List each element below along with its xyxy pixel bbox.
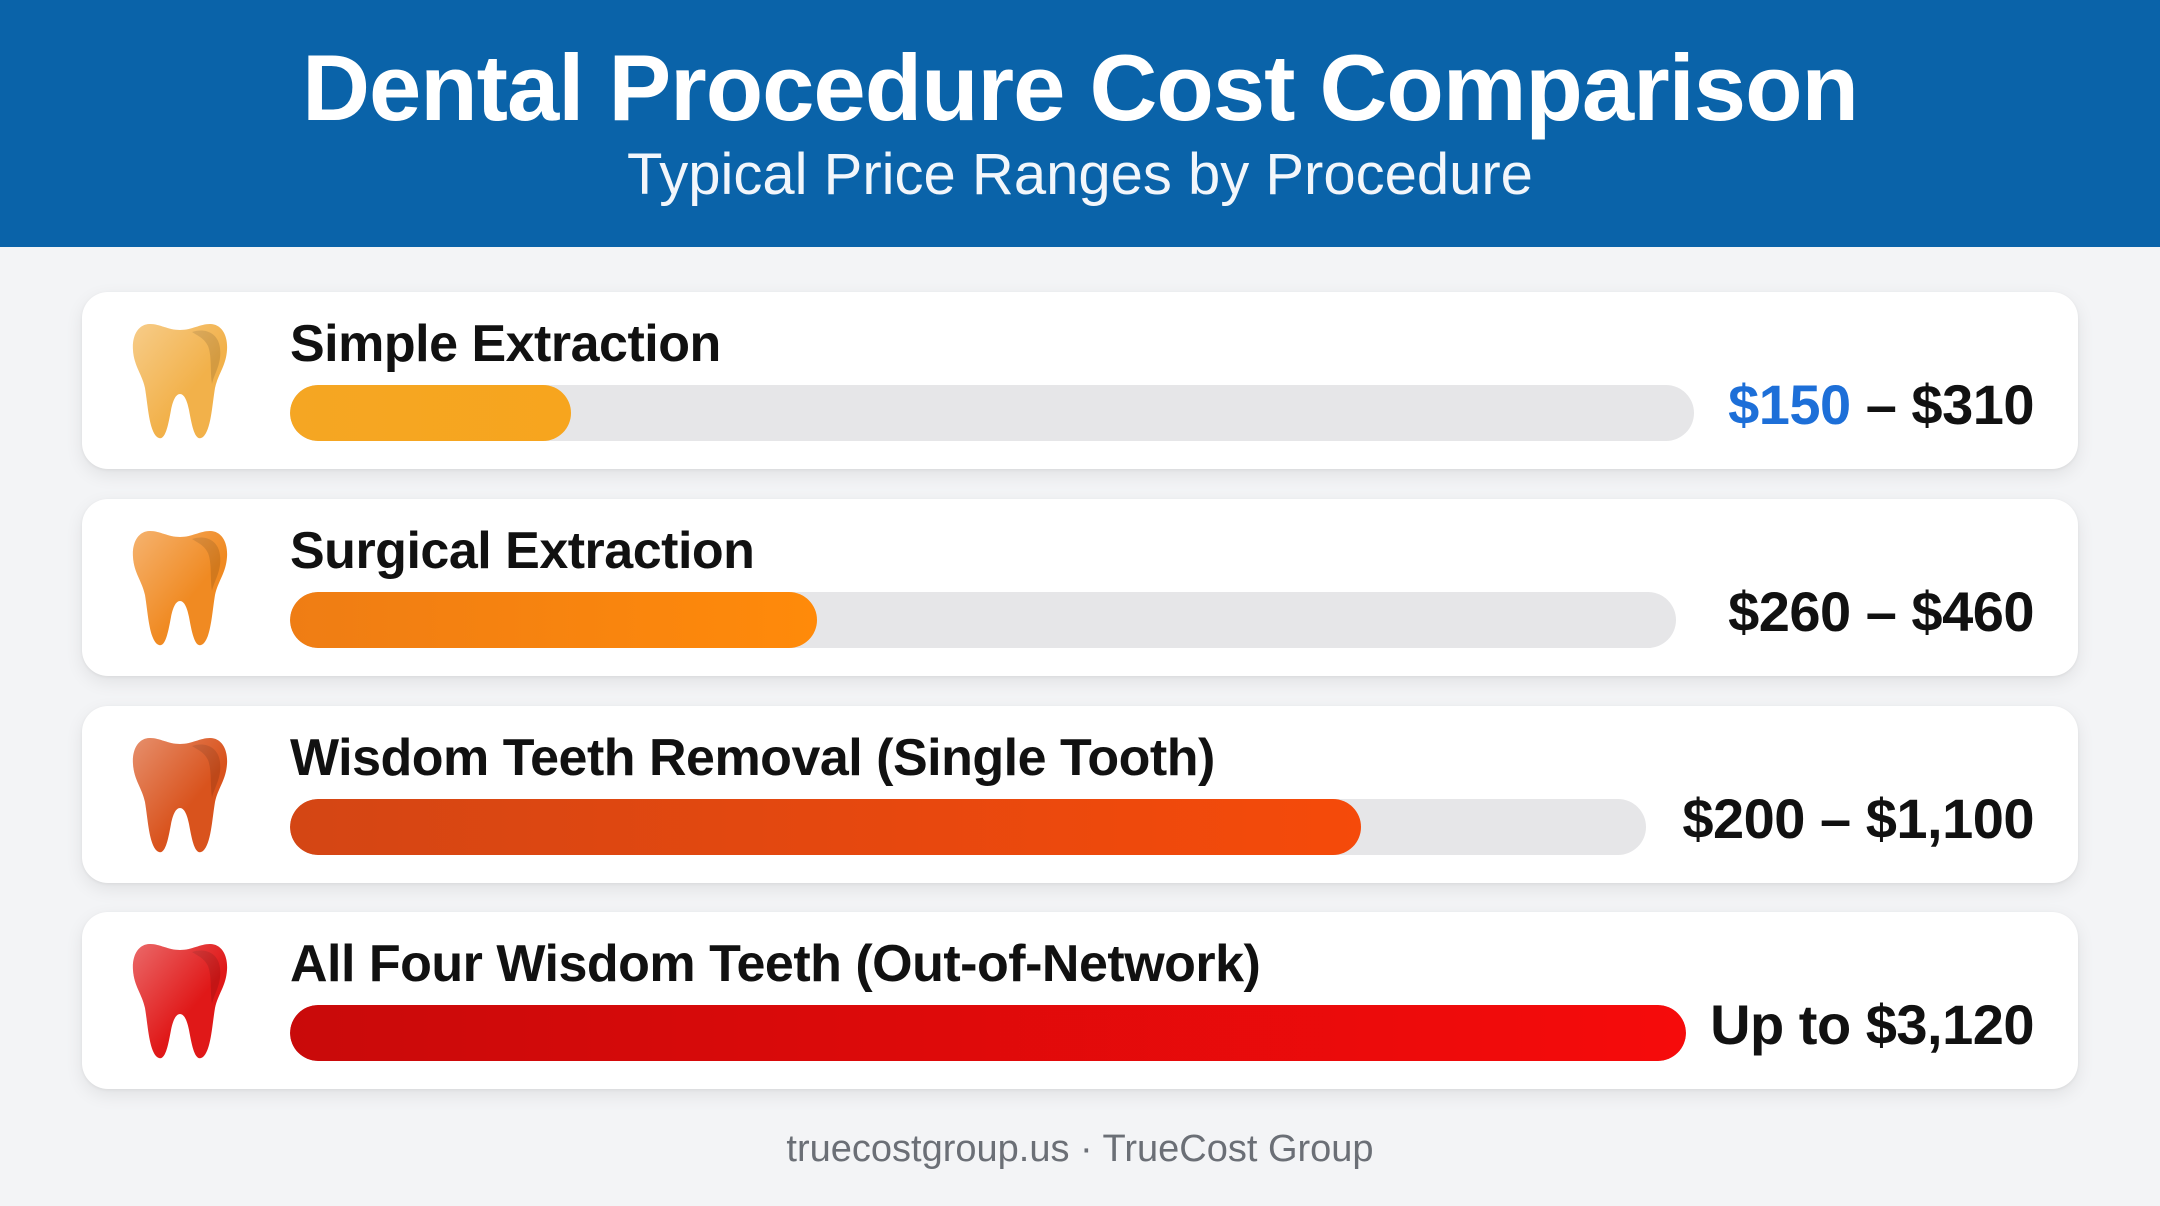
procedure-card: All Four Wisdom Teeth (Out-of-Network) Up… [82,912,2078,1089]
header-banner: Dental Procedure Cost Comparison Typical… [0,0,2160,247]
price-high: $1,100 [1865,787,2035,850]
procedure-label: Simple Extraction [290,315,721,373]
price-range-label: $150 – $310 [1728,372,2034,437]
page-subtitle: Typical Price Ranges by Procedure [627,142,1533,207]
tooth-icon [132,738,228,853]
price-dash: – [1850,373,1912,436]
cost-bar [290,592,817,648]
cost-bar [290,385,571,441]
price-range-label: $260 – $460 [1728,579,2034,644]
tooth-icon [132,324,228,439]
footer-credit: truecostgroup.us · TrueCost Group [786,1128,1374,1170]
tooth-icon [132,531,228,646]
bar-track [290,385,1694,441]
procedure-label: Surgical Extraction [290,522,755,580]
price-low: $150 [1728,373,1851,436]
price-dash: – [1804,787,1866,850]
tooth-icon [132,944,228,1059]
cost-bar [290,1005,1686,1061]
price-range-label: $200 – $1,100 [1682,786,2034,851]
procedure-label: All Four Wisdom Teeth (Out-of-Network) [290,935,1261,993]
bar-track [290,799,1646,855]
procedure-label: Wisdom Teeth Removal (Single Tooth) [290,729,1215,787]
price-low: $200 [1682,787,1805,850]
price-range-label: Up to $3,120 [1710,992,2034,1057]
bar-track [290,592,1676,648]
price-high: $460 [1911,580,2034,643]
cost-bar [290,799,1362,855]
price-low: $260 [1728,580,1851,643]
procedure-card: Surgical Extraction $260 – $460 [82,499,2078,676]
procedure-card: Simple Extraction $150 – $310 [82,292,2078,469]
price-range-text: Up to $3,120 [1710,993,2034,1056]
procedure-card: Wisdom Teeth Removal (Single Tooth) $200 … [82,706,2078,883]
price-high: $310 [1911,373,2034,436]
page-title: Dental Procedure Cost Comparison [302,35,1859,140]
price-dash: – [1850,580,1912,643]
bar-track [290,1005,1686,1061]
